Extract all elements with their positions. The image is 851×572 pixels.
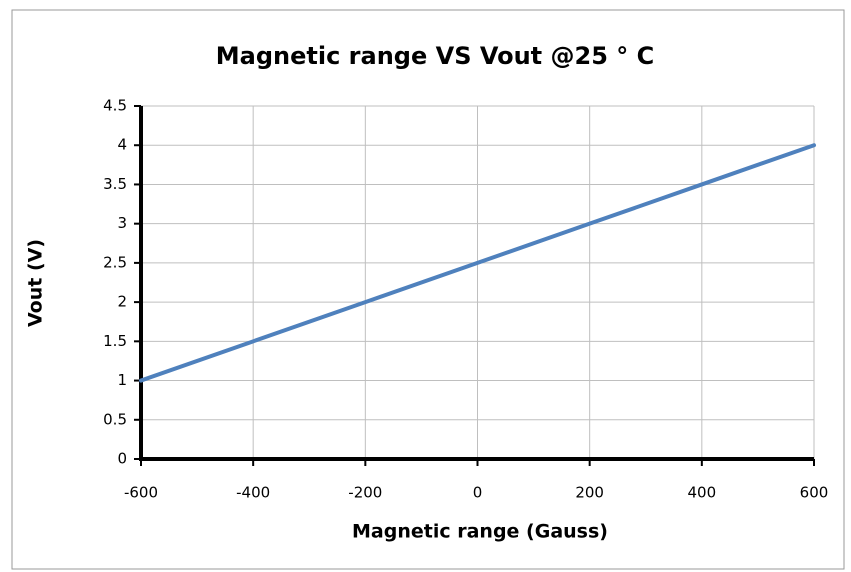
y-tick-label: 3.5 [103, 175, 127, 193]
y-tick-label: 4 [117, 136, 127, 154]
y-tick-label: 2.5 [103, 253, 127, 271]
y-tick-label: 2 [117, 293, 127, 311]
y-tick-label: 4.5 [103, 97, 127, 115]
y-tick-label: 1.5 [103, 332, 127, 350]
y-tick-label: 0.5 [103, 410, 127, 428]
x-tick-label: 0 [473, 484, 483, 502]
x-tick-label: 200 [575, 484, 604, 502]
y-tick-label: 1 [117, 371, 127, 389]
y-tick-label: 3 [117, 214, 127, 232]
chart-border [11, 9, 845, 570]
x-tick-label: -400 [236, 484, 270, 502]
y-axis-title: Vout (V) [25, 239, 47, 327]
x-tick-label: 600 [800, 484, 829, 502]
chart-title: Magnetic range VS Vout @25 ° C [216, 42, 654, 70]
x-tick-label: -600 [124, 484, 158, 502]
data-line [139, 143, 816, 383]
x-axis-title: Magnetic range (Gauss) [352, 521, 608, 543]
y-tick-label: 0 [117, 450, 127, 468]
x-tick-label: -200 [348, 484, 382, 502]
x-tick-label: 400 [688, 484, 717, 502]
